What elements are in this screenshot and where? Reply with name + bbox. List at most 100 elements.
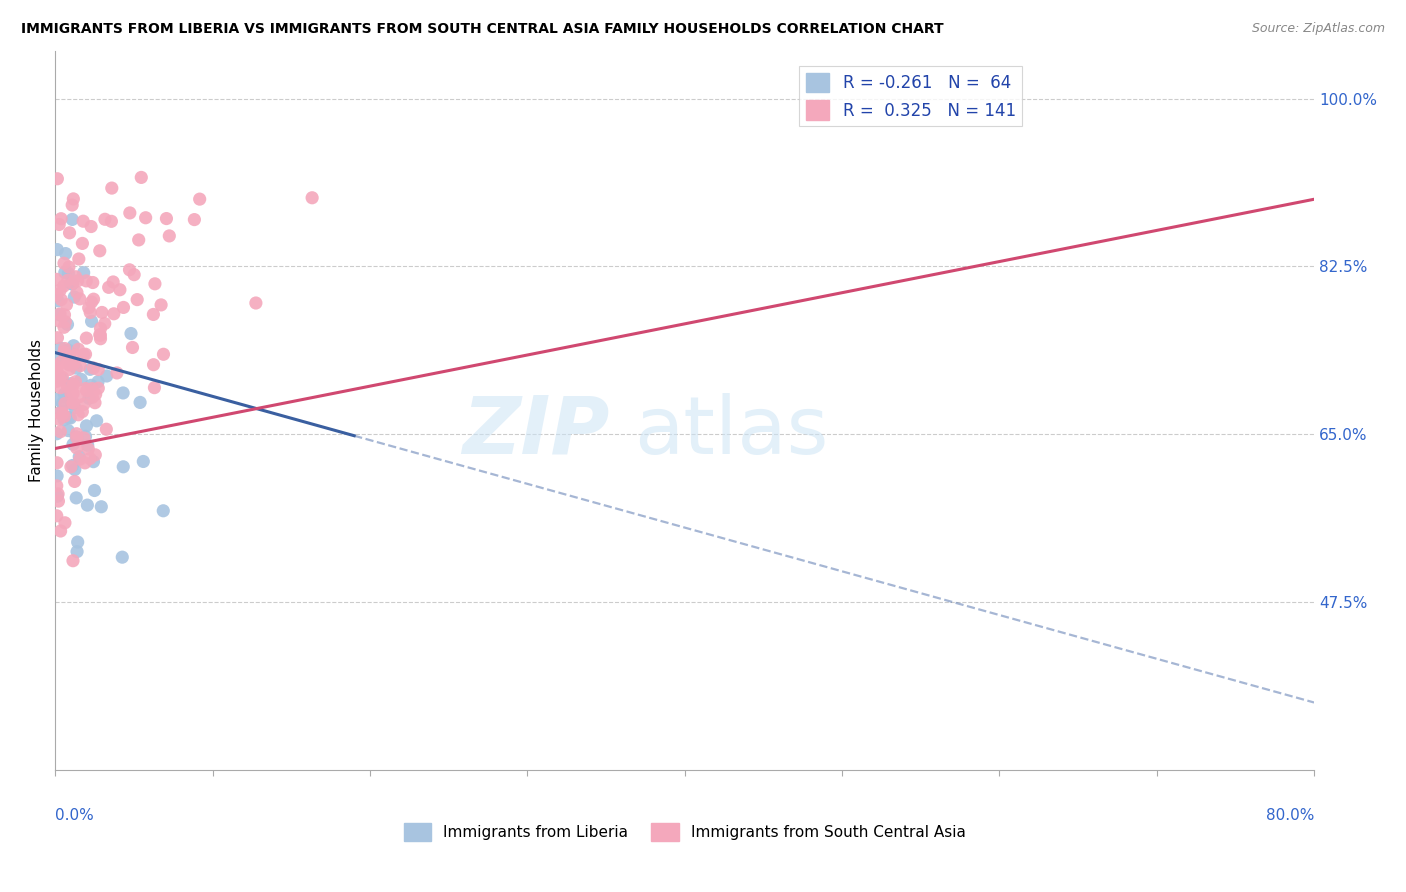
Point (80, 219, 103, 234)
Point (118, 262, 141, 277)
Point (48, 218, 70, 232)
Point (67, 343, 90, 357)
Point (152, 504, 174, 518)
Point (150, 298, 173, 312)
Point (157, 228, 180, 243)
Point (75, 382, 97, 396)
Legend: R = -0.261   N =  64, R =  0.325   N = 141: R = -0.261 N = 64, R = 0.325 N = 141 (800, 66, 1022, 127)
Point (72, 214, 94, 228)
Point (49, 355, 72, 369)
Point (66, 544, 89, 558)
Point (91, 305, 114, 319)
Point (62, 339, 84, 353)
Point (121, 341, 143, 355)
Point (49, 211, 72, 226)
Point (46, 331, 69, 345)
Point (66, 274, 89, 288)
Point (245, 296, 267, 310)
Point (53, 409, 76, 424)
Point (56, 343, 79, 358)
Point (90, 500, 112, 514)
Point (143, 277, 166, 291)
Point (59, 386, 82, 401)
Point (86, 414, 108, 428)
Text: 0.0%: 0.0% (55, 808, 94, 823)
Point (73, 266, 96, 280)
Y-axis label: Family Households: Family Households (30, 339, 44, 482)
Point (49, 283, 72, 297)
Point (75, 347, 97, 361)
Point (49, 425, 72, 439)
Point (155, 211, 177, 226)
Point (52, 396, 75, 410)
Point (135, 211, 157, 225)
Point (80, 295, 103, 310)
Point (80, 314, 103, 328)
Point (65, 269, 87, 284)
Point (105, 366, 128, 380)
Point (66, 285, 89, 300)
Point (63, 475, 86, 489)
Point (66, 431, 89, 445)
Point (53, 256, 76, 270)
Point (49, 307, 72, 321)
Point (63, 290, 86, 304)
Point (58, 260, 80, 274)
Point (63, 462, 86, 476)
Point (49, 314, 72, 328)
Point (82, 390, 104, 404)
Point (55, 390, 77, 404)
Point (120, 326, 142, 341)
Point (75, 274, 97, 288)
Point (53, 320, 76, 334)
Point (48, 406, 70, 420)
Point (51, 404, 73, 418)
Point (79, 451, 101, 466)
Point (83, 292, 105, 306)
Point (101, 275, 124, 289)
Point (48, 368, 70, 382)
Point (77, 392, 100, 406)
Point (62, 458, 84, 473)
Point (73, 348, 96, 362)
Point (45, 359, 67, 374)
Point (83, 483, 105, 498)
Point (58, 410, 80, 425)
Point (62, 396, 84, 410)
Point (73, 431, 96, 445)
Point (62, 437, 84, 451)
Point (96, 422, 118, 436)
Point (45, 287, 67, 301)
Point (45, 426, 67, 441)
Point (63, 401, 86, 415)
Point (122, 268, 145, 282)
Point (97, 280, 120, 294)
Point (53, 308, 76, 322)
Point (62, 396, 84, 410)
Point (56, 318, 79, 332)
Point (111, 550, 134, 565)
Point (56, 356, 79, 370)
Point (66, 441, 89, 455)
Point (69, 292, 91, 306)
Point (65, 426, 87, 441)
Point (45, 361, 67, 376)
Point (84, 448, 107, 462)
Point (143, 381, 166, 395)
Point (76, 498, 98, 512)
Point (79, 305, 101, 319)
Point (60, 198, 83, 212)
Point (45, 352, 67, 367)
Point (65, 430, 87, 444)
Point (53, 265, 76, 279)
Point (48, 308, 70, 322)
Point (51, 370, 73, 384)
Point (129, 395, 152, 409)
Point (142, 358, 165, 372)
Point (62, 276, 84, 290)
Point (52, 345, 75, 359)
Point (79, 362, 101, 376)
Point (82, 276, 104, 290)
Point (46, 469, 69, 483)
Text: ZIP: ZIP (461, 392, 609, 471)
